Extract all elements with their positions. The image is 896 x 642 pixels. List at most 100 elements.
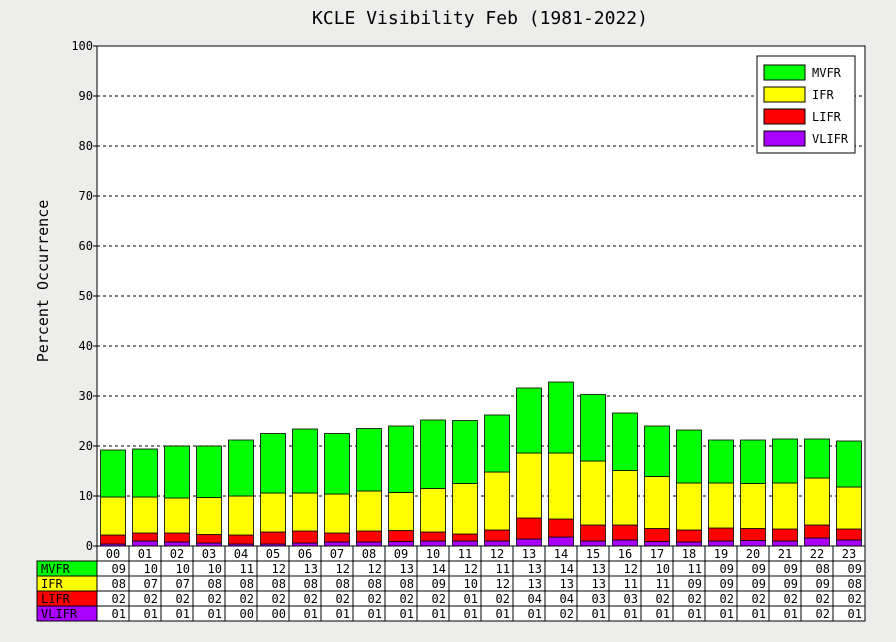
x-tick-label: 14 bbox=[554, 547, 568, 561]
bar-segment-lifr bbox=[356, 530, 382, 543]
table-cell: 09 bbox=[112, 562, 126, 576]
bar-segment-vlifr bbox=[804, 537, 830, 547]
table-cell: 10 bbox=[144, 562, 158, 576]
legend-label: LIFR bbox=[812, 110, 842, 124]
table-cell: 08 bbox=[208, 577, 222, 591]
table-cell: 02 bbox=[752, 592, 766, 606]
table-cell: 00 bbox=[272, 607, 286, 621]
table-cell: 02 bbox=[368, 592, 382, 606]
table-cell: 09 bbox=[848, 562, 862, 576]
table-cell: 01 bbox=[528, 607, 542, 621]
bar-segment-mvfr bbox=[772, 438, 798, 484]
bar-segment-ifr bbox=[644, 476, 670, 529]
table-cell: 01 bbox=[368, 607, 382, 621]
x-tick-label: 17 bbox=[650, 547, 664, 561]
table-cell: 01 bbox=[720, 607, 734, 621]
table-cell: 11 bbox=[624, 577, 638, 591]
table-cell: 02 bbox=[144, 592, 158, 606]
bar-segment-lifr bbox=[132, 532, 158, 542]
x-tick-label: 23 bbox=[842, 547, 856, 561]
table-cell: 11 bbox=[688, 562, 702, 576]
y-tick-label: 70 bbox=[79, 189, 93, 203]
bar-segment-mvfr bbox=[740, 439, 766, 484]
bar-segment-lifr bbox=[612, 524, 638, 541]
table-cell: 11 bbox=[496, 562, 510, 576]
y-tick-label: 80 bbox=[79, 139, 93, 153]
table-cell: 01 bbox=[400, 607, 414, 621]
bar-segment-vlifr bbox=[356, 541, 382, 547]
bar-segment-ifr bbox=[452, 483, 478, 535]
bar-segment-ifr bbox=[772, 482, 798, 530]
bar-segment-vlifr bbox=[420, 540, 446, 547]
table-cell: 14 bbox=[432, 562, 446, 576]
y-tick-label: 40 bbox=[79, 339, 93, 353]
x-tick-label: 16 bbox=[618, 547, 632, 561]
bar-segment-ifr bbox=[580, 460, 606, 526]
table-cell: 09 bbox=[752, 577, 766, 591]
table-cell: 01 bbox=[752, 607, 766, 621]
table-cell: 08 bbox=[336, 577, 350, 591]
bar-segment-lifr bbox=[836, 528, 862, 541]
table-cell: 12 bbox=[624, 562, 638, 576]
x-tick-label: 13 bbox=[522, 547, 536, 561]
table-cell: 03 bbox=[624, 592, 638, 606]
bar-segment-lifr bbox=[740, 528, 766, 541]
bar-segment-mvfr bbox=[516, 387, 542, 454]
bar-segment-lifr bbox=[324, 532, 350, 543]
bar-segment-lifr bbox=[228, 534, 254, 545]
table-cell: 09 bbox=[784, 577, 798, 591]
table-cell: 01 bbox=[784, 607, 798, 621]
bar-segment-vlifr bbox=[612, 539, 638, 547]
table-row-label: IFR bbox=[41, 577, 63, 591]
bar-segment-lifr bbox=[804, 524, 830, 539]
bar-segment-lifr bbox=[708, 527, 734, 542]
table-cell: 09 bbox=[784, 562, 798, 576]
table-cell: 02 bbox=[560, 607, 574, 621]
bar-segment-mvfr bbox=[612, 412, 638, 471]
y-tick-label: 30 bbox=[79, 389, 93, 403]
x-tick-label: 19 bbox=[714, 547, 728, 561]
bar-segment-vlifr bbox=[644, 541, 670, 547]
bar-segment-mvfr bbox=[676, 429, 702, 484]
gridlines bbox=[97, 95, 865, 497]
table-row-label: LIFR bbox=[41, 592, 71, 606]
y-tick-label: 50 bbox=[79, 289, 93, 303]
bar-segment-mvfr bbox=[388, 425, 414, 493]
table-cell: 13 bbox=[304, 562, 318, 576]
bar-segment-lifr bbox=[388, 530, 414, 542]
y-tick-label: 100 bbox=[71, 39, 93, 53]
table-cell: 13 bbox=[560, 577, 574, 591]
table-cell: 09 bbox=[688, 577, 702, 591]
bar-segment-lifr bbox=[420, 531, 446, 542]
table-cell: 12 bbox=[464, 562, 478, 576]
bar-segment-ifr bbox=[132, 496, 158, 534]
table-cell: 01 bbox=[208, 607, 222, 621]
table-cell: 02 bbox=[848, 592, 862, 606]
table-cell: 08 bbox=[112, 577, 126, 591]
data-table: 00 01 02 03 04 05 06 07 08 09 10 11 12 13 14 15 16 17 18 19… bbox=[36, 545, 866, 622]
bar-segment-mvfr bbox=[164, 445, 190, 499]
bar-segment-vlifr bbox=[708, 540, 734, 547]
bar-segment-mvfr bbox=[708, 439, 734, 484]
x-tick-label: 05 bbox=[266, 547, 280, 561]
y-tick-label: 10 bbox=[79, 489, 93, 503]
bar-segment-vlifr bbox=[452, 540, 478, 547]
bar-segment-lifr bbox=[772, 528, 798, 542]
table-cell: 07 bbox=[176, 577, 190, 591]
table-cell: 13 bbox=[400, 562, 414, 576]
x-tick-label: 02 bbox=[170, 547, 184, 561]
bar-segment-vlifr bbox=[484, 540, 510, 547]
bar-segment-ifr bbox=[548, 452, 574, 520]
bar-segment-ifr bbox=[516, 452, 542, 519]
table-row-label: MVFR bbox=[41, 562, 71, 576]
legend: MVFR IFR LIFR VLIFR bbox=[756, 55, 856, 154]
table-cell: 02 bbox=[272, 592, 286, 606]
bar-segment-ifr bbox=[356, 490, 382, 532]
bar-segment-mvfr bbox=[324, 433, 350, 495]
table-cell: 02 bbox=[240, 592, 254, 606]
bar-segment-vlifr bbox=[548, 536, 574, 547]
bar-segment-ifr bbox=[292, 492, 318, 532]
table-cell: 01 bbox=[176, 607, 190, 621]
legend-label: IFR bbox=[812, 88, 834, 102]
table-cell: 11 bbox=[240, 562, 254, 576]
